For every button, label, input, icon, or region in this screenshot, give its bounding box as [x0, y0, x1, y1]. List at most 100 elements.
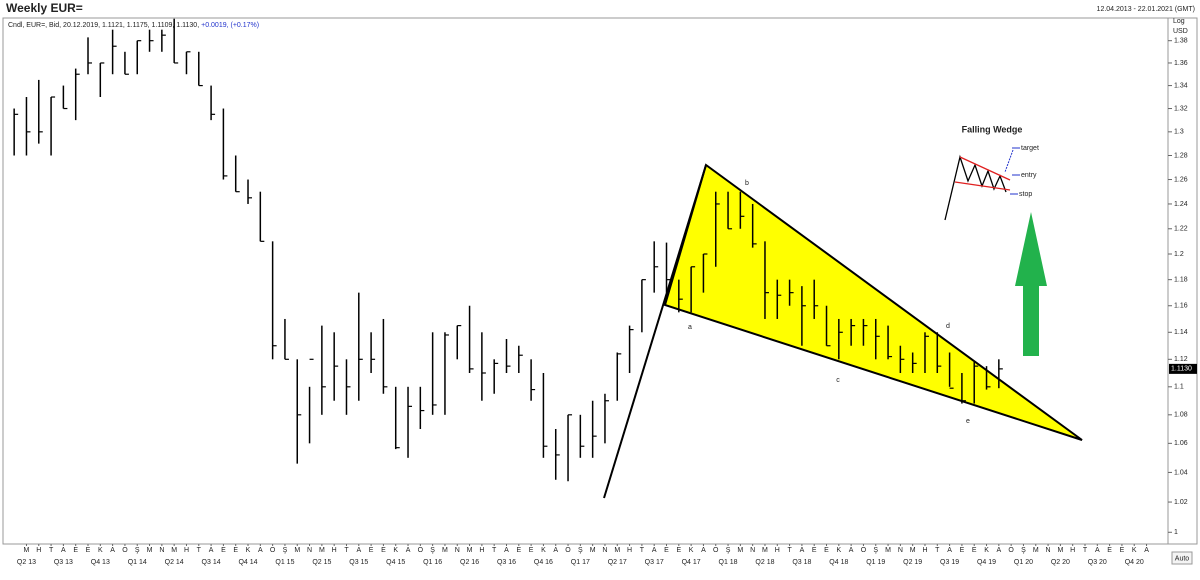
- ohlc-bar: [727, 191, 733, 230]
- ohlc-bar: [505, 339, 511, 373]
- ohlc-bar: [665, 242, 671, 293]
- month-label: Ş: [283, 547, 288, 554]
- month-label: E: [73, 547, 78, 554]
- ohlc-bar: [234, 155, 240, 193]
- quarter-label: Q1 18: [719, 559, 738, 566]
- quarter-label: Q4 19: [977, 559, 996, 566]
- quarter-label: Q1 20: [1014, 559, 1033, 566]
- inset-upper: [959, 156, 1011, 181]
- inset-label: target: [1021, 145, 1039, 152]
- currency-label: USD: [1173, 28, 1188, 35]
- month-label: T: [49, 547, 54, 554]
- month-label: O: [713, 547, 719, 554]
- month-label: M: [885, 547, 891, 554]
- month-label: M: [1033, 547, 1039, 554]
- chart-title: Weekly EUR=: [6, 1, 83, 15]
- month-label: T: [197, 547, 202, 554]
- quarter-label: Q2 15: [312, 559, 331, 566]
- y-tick-label: 1.26: [1174, 176, 1188, 183]
- quarter-label: Q4 20: [1125, 559, 1144, 566]
- month-label: E: [1107, 547, 1112, 554]
- y-tick-label: 1.1: [1174, 384, 1184, 391]
- y-tick-label: 1.04: [1174, 469, 1188, 476]
- month-label: M: [294, 547, 300, 554]
- month-label: H: [775, 547, 780, 554]
- quarter-label: Q4 15: [386, 559, 405, 566]
- wave-label: d: [946, 323, 950, 330]
- quarter-label: Q4 16: [534, 559, 553, 566]
- month-label: A: [406, 547, 411, 554]
- auto-label[interactable]: Auto: [1175, 555, 1190, 562]
- month-label: K: [393, 547, 398, 554]
- y-tick-label: 1.16: [1174, 303, 1188, 310]
- month-label: H: [184, 547, 189, 554]
- auto-button[interactable]: [1171, 551, 1193, 565]
- ohlc-bar: [173, 18, 179, 64]
- month-label: N: [602, 547, 607, 554]
- ohlc-bar: [579, 414, 585, 458]
- ohlc-bar: [702, 253, 708, 293]
- ohlc-bar: [358, 292, 363, 401]
- y-tick-label: 1.32: [1174, 105, 1188, 112]
- month-label: A: [258, 547, 263, 554]
- month-label: N: [455, 547, 460, 554]
- ohlc-bar: [148, 29, 154, 52]
- quarter-label: Q1 14: [128, 559, 147, 566]
- month-label: T: [787, 547, 792, 554]
- y-tick-label: 1.22: [1174, 226, 1188, 233]
- inset-projection: [1004, 149, 1014, 173]
- inset: Falling Wedge target entry stop: [944, 124, 1039, 221]
- month-label: A: [849, 547, 854, 554]
- ohlc-bar: [333, 332, 339, 401]
- date-range: 12.04.2013 - 22.01.2021 (GMT): [1097, 6, 1195, 13]
- month-label: O: [418, 547, 424, 554]
- y-tick-label: 1.28: [1174, 152, 1188, 159]
- ohlc-bar: [530, 359, 536, 401]
- inset-label: entry: [1021, 172, 1037, 179]
- inset-label: stop: [1019, 191, 1032, 198]
- inset-lower: [954, 181, 1011, 191]
- y-tick-label: 1.2: [1174, 251, 1184, 258]
- ohlc-bar: [124, 51, 129, 75]
- quarter-label: Q3 19: [940, 559, 959, 566]
- month-label: Ş: [430, 547, 435, 554]
- ohlc-bar: [382, 318, 388, 394]
- month-label: M: [467, 547, 473, 554]
- month-label: O: [565, 547, 571, 554]
- ohlc-bar: [641, 279, 646, 333]
- ohlc-bar: [13, 108, 19, 156]
- y-tick-label: 1.18: [1174, 276, 1188, 283]
- y-tick-label: 1.3: [1174, 129, 1184, 136]
- month-label: Ş: [873, 547, 878, 554]
- ohlc-bar: [887, 325, 893, 360]
- quarter-label: Q3 15: [349, 559, 368, 566]
- quarter-label: Q1 16: [423, 559, 442, 566]
- quarter-label: Q4 14: [238, 559, 257, 566]
- ohlc-bar: [259, 191, 265, 242]
- month-label: A: [652, 547, 657, 554]
- month-label: N: [898, 547, 903, 554]
- month-label: E: [960, 547, 965, 554]
- month-label: O: [1008, 547, 1014, 554]
- month-label: E: [381, 547, 386, 554]
- quarter-label: Q3 20: [1088, 559, 1107, 566]
- month-label: A: [209, 547, 214, 554]
- quarter-label: Q2 16: [460, 559, 479, 566]
- month-label: A: [1144, 547, 1149, 554]
- ohlc-bar: [653, 241, 659, 293]
- ohlc-bar: [111, 29, 117, 75]
- ohlc-bar: [542, 372, 548, 458]
- info-values: Cndl, EUR=, Bid, 20.12.2019, 1.1121, 1.1…: [8, 22, 199, 29]
- quarter-label: Q3 14: [202, 559, 221, 566]
- month-label: A: [110, 547, 115, 554]
- month-label: E: [516, 547, 521, 554]
- ohlc-bar: [99, 62, 105, 98]
- ohlc-bar: [493, 359, 499, 394]
- wave-label: b: [745, 180, 749, 187]
- ohlc-bar: [998, 359, 1003, 389]
- month-label: Ş: [1021, 547, 1026, 554]
- ohlc-bar: [936, 332, 942, 373]
- month-label: A: [800, 547, 805, 554]
